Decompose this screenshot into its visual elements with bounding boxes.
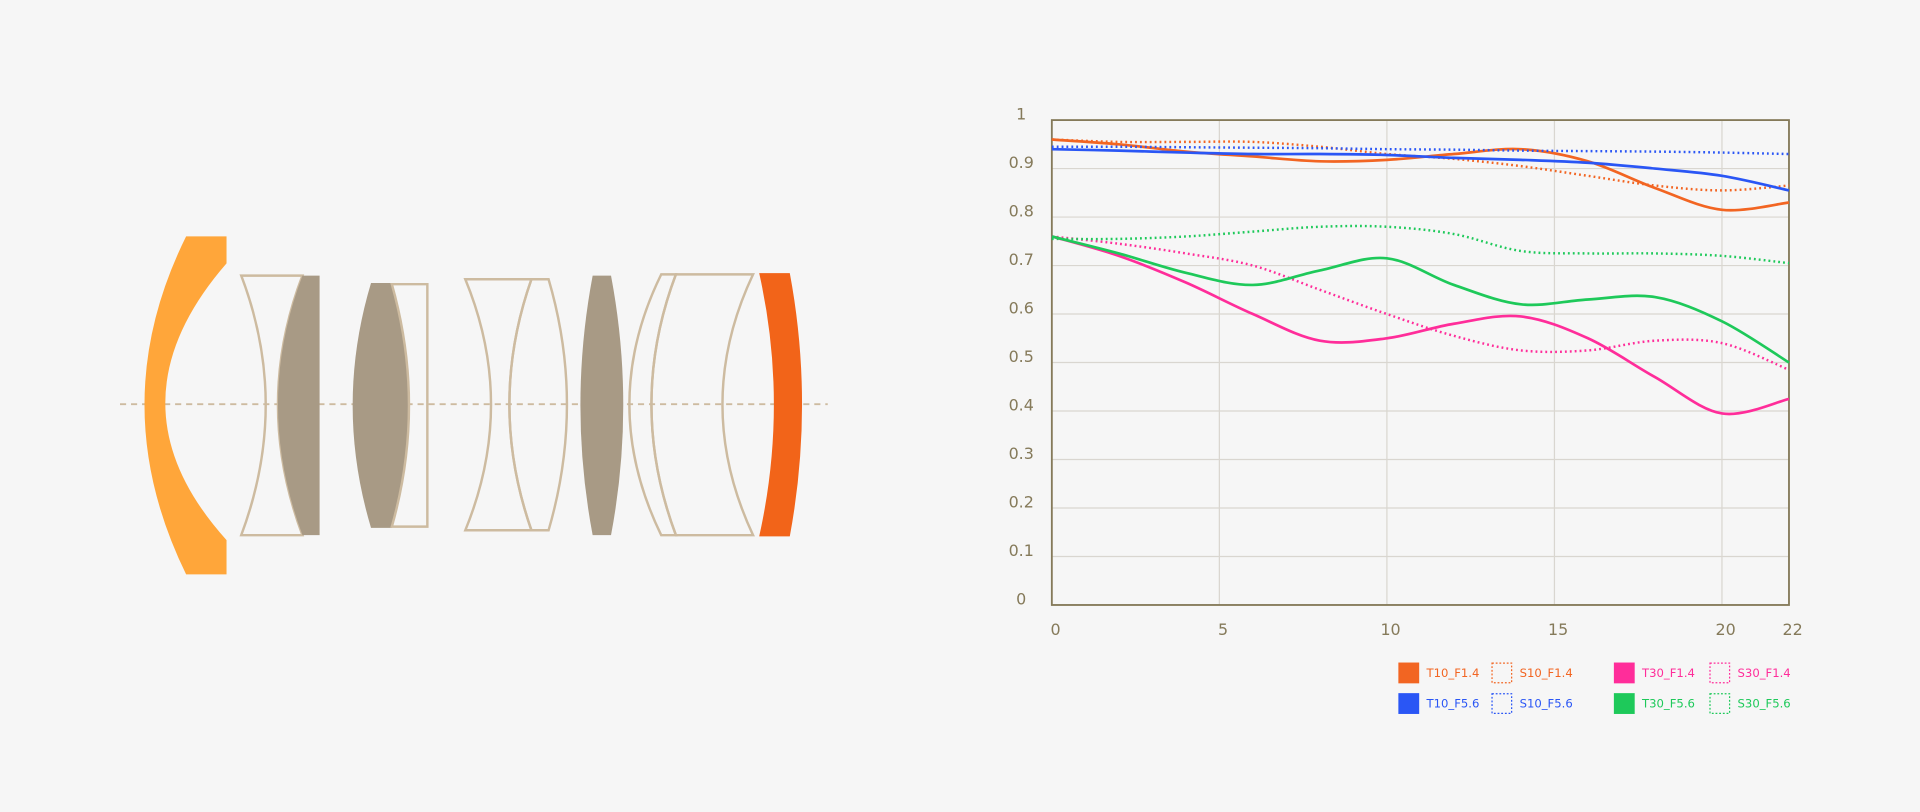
y-tick-label: 0 — [1016, 590, 1026, 609]
lens-element — [759, 273, 803, 537]
x-tick-label: 15 — [1548, 620, 1568, 639]
series-line — [1051, 235, 1790, 371]
legend-label: T10_F1.4 — [1426, 666, 1480, 680]
series-line — [1051, 224, 1790, 265]
series-line — [1051, 235, 1790, 364]
x-tick-label: 20 — [1716, 620, 1736, 639]
lens-element — [650, 273, 755, 537]
lens-element — [580, 275, 624, 536]
series-line — [1051, 138, 1790, 192]
y-tick-label: 0.6 — [1009, 299, 1034, 318]
legend-swatch — [1398, 693, 1420, 714]
legend-label: T30_F1.4 — [1641, 666, 1695, 680]
lens-element — [390, 282, 429, 528]
legend-label: S30_F5.6 — [1738, 697, 1791, 711]
x-tick-label: 10 — [1380, 620, 1400, 639]
lens-element — [277, 275, 320, 536]
y-tick-label: 0.5 — [1009, 347, 1034, 366]
y-tick-label: 0.8 — [1009, 202, 1034, 221]
legend-swatch — [1491, 693, 1513, 714]
x-tick-label: 5 — [1218, 620, 1228, 639]
lens-element — [144, 236, 227, 575]
legend-swatch — [1709, 662, 1731, 684]
legend-label: T10_F5.6 — [1426, 697, 1480, 711]
y-tick-label: 0.7 — [1009, 250, 1034, 269]
legend-swatch — [1613, 693, 1635, 714]
x-tick-label: 22 — [1783, 620, 1803, 639]
series-line — [1051, 235, 1790, 416]
legend-swatch — [1613, 662, 1635, 684]
y-tick-label: 0.4 — [1009, 396, 1034, 415]
y-tick-label: 0.2 — [1009, 493, 1034, 512]
y-tick-label: 1 — [1016, 105, 1026, 124]
legend-label: S30_F1.4 — [1738, 666, 1791, 680]
x-tick-label: 0 — [1050, 620, 1060, 639]
legend-label: S10_F5.6 — [1520, 697, 1573, 711]
series-line — [1051, 145, 1790, 156]
lens-diagram — [120, 236, 828, 575]
series-line — [1051, 147, 1790, 192]
y-tick-label: 0.1 — [1009, 541, 1034, 560]
legend-label: T30_F5.6 — [1641, 697, 1695, 711]
legend-swatch — [1398, 662, 1420, 684]
legend-label: S10_F1.4 — [1520, 666, 1573, 680]
lens-element — [508, 278, 569, 532]
lens-element — [352, 282, 409, 528]
y-tick-label: 0.3 — [1009, 444, 1034, 463]
legend-swatch — [1709, 693, 1731, 714]
legend-swatch — [1491, 662, 1513, 684]
y-tick-label: 0.9 — [1009, 153, 1034, 172]
